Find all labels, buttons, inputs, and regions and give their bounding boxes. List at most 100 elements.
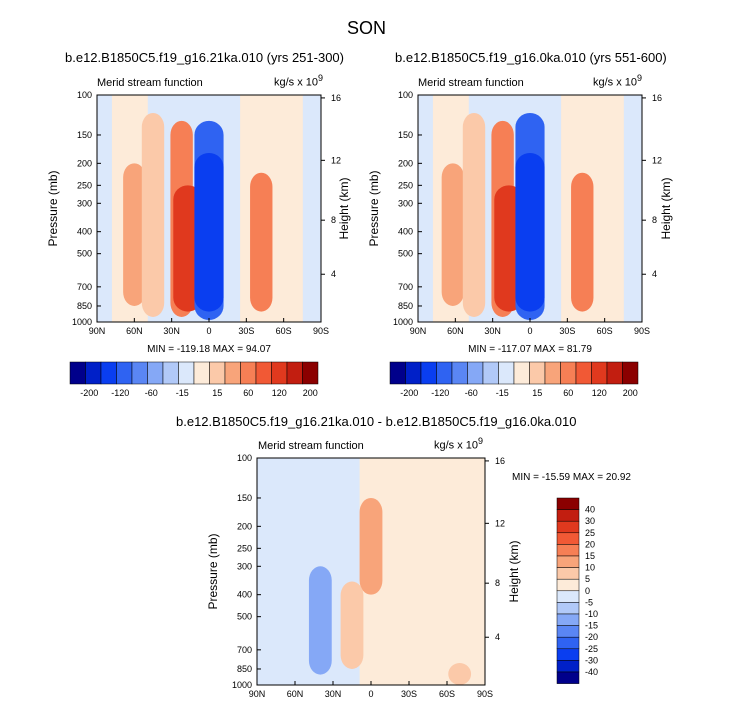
panel-1-xtick-label: 30N [163, 326, 180, 336]
panel-3-ytick-label: 1000 [232, 680, 252, 690]
panel-2-ytick-label: 100 [398, 90, 413, 100]
panel-2-colorbar-label: 120 [592, 388, 607, 398]
panel-2-colorbar-box [436, 361, 453, 385]
panel-2-ytick-label: 200 [398, 158, 413, 168]
panel-3-colorbar-label: -15 [585, 621, 598, 631]
panel-1-colorbar-box [131, 361, 148, 385]
panel-3-colorbar-box [556, 625, 580, 638]
panel-2-colorbar-box [389, 361, 406, 385]
panel-2-field-label: Merid stream function [418, 77, 524, 89]
panel-2-colorbar-box [451, 361, 468, 385]
panel-2-colorbar-label: -60 [465, 388, 478, 398]
panel-3-units: kg/s x 109 [434, 436, 484, 452]
panel-1-colorbar-box [255, 361, 272, 385]
panel-3-xtick-label: 90N [249, 689, 266, 699]
panel-3-field-label: Merid stream function [258, 440, 364, 452]
panel-3-plot [256, 457, 580, 686]
panel-1-cell [141, 112, 165, 317]
panel-2-colorbar-box [467, 361, 484, 385]
panel-3-ytick-label: 150 [237, 493, 252, 503]
panel-1-cell [123, 163, 146, 306]
panel-2-y2tick-label: 12 [652, 155, 662, 165]
panel-1-units: kg/s x 109 [274, 73, 324, 89]
panel-3-xtick-label: 90S [477, 689, 493, 699]
panel-3-ytick-label: 850 [237, 664, 252, 674]
panel-2-ytick-label: 500 [398, 249, 413, 259]
panel-3-colorbar-label: -30 [585, 655, 598, 665]
panel-1-colorbar-box [69, 361, 86, 385]
panel-1-colorbar-box [302, 361, 319, 385]
panel-2-colorbar-box [513, 361, 530, 385]
panel-1-ytick-label: 850 [77, 301, 92, 311]
panel-2-xtick-label: 90N [410, 326, 427, 336]
panel-3-colorbar-box [556, 509, 580, 522]
panel-1-colorbar-box [162, 361, 179, 385]
panel-1-colorbar-box [147, 361, 164, 385]
panel-3-ytick-label: 400 [237, 590, 252, 600]
panel-2-colorbar-box [405, 361, 422, 385]
panel-2-colorbar-label: -15 [496, 388, 509, 398]
panel-1-xtick-label: 60S [276, 326, 292, 336]
panel-2-colorbar-label: 200 [623, 388, 638, 398]
panel-2-colorbar-box [622, 361, 639, 385]
panel-3-ytick-label: 250 [237, 543, 252, 553]
panel-1-ytick-label: 500 [77, 249, 92, 259]
panel-3-ytick-label: 200 [237, 521, 252, 531]
panel-2-units: kg/s x 109 [593, 73, 643, 89]
panel-1-xtick-label: 90S [313, 326, 329, 336]
panel-3-cell [308, 566, 332, 675]
panel-3-cell [340, 581, 364, 669]
panel-3-colorbar-label: -10 [585, 609, 598, 619]
panel-3-colorbar-box [556, 602, 580, 615]
panel-3-xtick-label: 60N [287, 689, 304, 699]
panel-2-colorbar-box [420, 361, 437, 385]
panel-3-colorbar-box [556, 520, 580, 534]
panel-1-ytick-label: 200 [77, 158, 92, 168]
panel-3-ylabel: Pressure (mb) [206, 533, 220, 609]
panel-2-y2tick-label: 16 [652, 93, 662, 103]
panel-3-colorbar-box [556, 578, 580, 592]
panel-3-colorbar-label: 40 [585, 505, 595, 515]
panel-2-ytick-label: 300 [398, 198, 413, 208]
panel-2-y2tick-label: 4 [652, 269, 657, 279]
panel-1-y2tick-label: 4 [331, 269, 336, 279]
panel-1-y2label: Height (km) [337, 177, 351, 239]
panel-3-ytick-label: 300 [237, 561, 252, 571]
panel-2-colorbar-box [606, 361, 623, 385]
panel-3-colorbar-label: 0 [585, 586, 590, 596]
panel-3-colorbar-label: -40 [585, 667, 598, 677]
panel-3-colorbar-box [556, 636, 580, 650]
panel-2-stats: MIN = -117.07 MAX = 81.79 [468, 344, 592, 355]
panel-3-colorbar-label: -5 [585, 597, 593, 607]
panel-3-y2tick-label: 16 [495, 456, 505, 466]
panel-2-xtick-label: 60S [597, 326, 613, 336]
panel-3-colorbar-box [556, 590, 580, 603]
panel-2-xtick-label: 0 [527, 326, 532, 336]
panel-3-colorbar-label: 5 [585, 574, 590, 584]
panel-3-colorbar-box [556, 648, 580, 661]
panel-3-colorbar-box [556, 671, 580, 684]
panel-1-ytick-label: 700 [77, 282, 92, 292]
panel-1-colorbar-box [85, 361, 102, 385]
panel-1-title: b.e12.B1850C5.f19_g16.21ka.010 (yrs 251-… [65, 50, 344, 65]
panel-2-cell [571, 172, 594, 312]
panel-3-cell [359, 497, 383, 595]
panel-1-colorbar-box [209, 361, 226, 385]
panel-1-y2tick-label: 12 [331, 155, 341, 165]
panel-2-colorbar-label: 15 [532, 388, 542, 398]
panel-3-colorbar-box [556, 544, 580, 557]
panel-2-colorbar-label: -200 [400, 388, 418, 398]
panel-2-colorbar-box [560, 361, 577, 385]
panel-1-colorbar-box [116, 361, 133, 385]
panel-3-colorbar-box [556, 532, 580, 545]
panel-1-ytick-label: 100 [77, 90, 92, 100]
panel-2-colorbar-box [529, 361, 546, 385]
panel-1-y2tick-label: 16 [331, 93, 341, 103]
panel-3-xtick-label: 60S [439, 689, 455, 699]
panel-3-colorbar-label: -25 [585, 644, 598, 654]
panel-2-colorbar-box [544, 361, 561, 385]
panel-3-xtick-label: 30S [401, 689, 417, 699]
panel-3-colorbar-box [556, 555, 580, 568]
panel-2-ytick-label: 250 [398, 180, 413, 190]
